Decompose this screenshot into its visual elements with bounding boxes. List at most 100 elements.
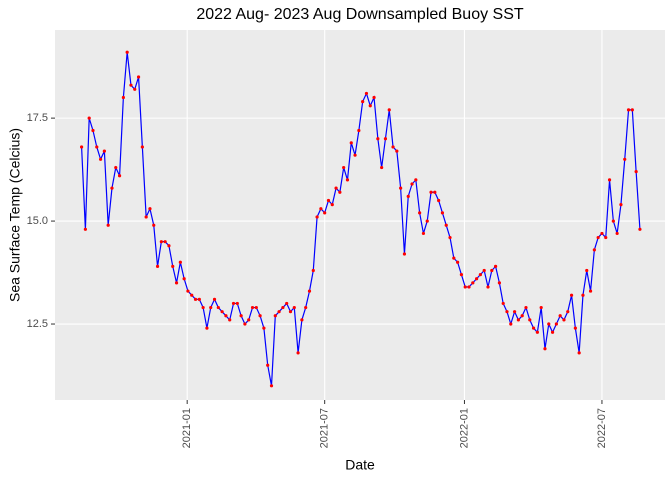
data-point xyxy=(471,281,475,285)
data-point xyxy=(349,141,353,145)
data-point xyxy=(136,75,141,79)
data-point xyxy=(406,194,410,198)
data-point xyxy=(497,281,501,285)
data-point xyxy=(117,174,122,178)
data-point xyxy=(399,186,403,190)
data-point xyxy=(585,268,589,273)
data-point xyxy=(463,285,467,289)
data-point xyxy=(216,305,220,310)
data-point xyxy=(387,108,391,112)
data-point xyxy=(228,318,232,322)
data-point xyxy=(224,314,228,318)
data-point xyxy=(573,326,577,330)
data-point xyxy=(87,116,91,120)
data-point xyxy=(512,310,517,314)
data-point xyxy=(607,178,612,182)
data-point xyxy=(353,153,357,157)
data-point xyxy=(296,351,300,355)
data-point xyxy=(383,137,388,141)
data-point xyxy=(79,145,84,149)
data-point xyxy=(83,227,87,231)
data-point xyxy=(247,318,251,322)
data-point xyxy=(361,100,365,104)
data-point xyxy=(554,322,558,326)
data-point xyxy=(429,190,433,194)
data-point xyxy=(334,186,338,190)
data-point xyxy=(330,203,334,207)
data-point xyxy=(482,268,486,273)
data-point xyxy=(418,211,422,215)
data-point xyxy=(611,219,615,223)
data-point xyxy=(634,170,638,174)
data-point xyxy=(231,301,236,306)
data-point xyxy=(558,314,562,318)
data-point xyxy=(171,264,175,268)
data-point xyxy=(581,293,585,297)
data-point xyxy=(159,240,163,244)
data-point xyxy=(467,285,471,289)
data-point xyxy=(368,104,372,108)
data-point xyxy=(254,305,258,310)
data-point xyxy=(243,322,247,326)
data-point xyxy=(547,322,551,326)
data-point xyxy=(421,231,426,236)
data-point xyxy=(478,273,483,277)
data-point xyxy=(209,305,213,310)
data-point xyxy=(91,128,95,133)
data-point xyxy=(414,178,418,182)
data-point xyxy=(376,137,380,141)
data-point xyxy=(190,293,194,297)
data-point xyxy=(357,128,361,133)
data-point xyxy=(425,219,429,223)
data-point xyxy=(163,240,167,244)
data-point xyxy=(167,244,171,248)
data-point xyxy=(258,314,262,318)
data-point xyxy=(148,207,152,211)
x-axis-title: Date xyxy=(345,457,375,473)
data-point xyxy=(205,326,209,330)
data-point xyxy=(402,252,407,256)
data-point xyxy=(201,305,205,310)
data-point xyxy=(114,165,118,170)
data-point xyxy=(110,186,114,190)
data-point xyxy=(520,314,524,318)
data-point xyxy=(566,310,570,314)
data-point xyxy=(300,318,304,322)
data-point xyxy=(269,384,274,388)
data-point xyxy=(562,318,566,322)
x-tick-label: 2021-07 xyxy=(319,408,331,448)
data-point xyxy=(121,95,125,100)
data-point xyxy=(619,203,623,207)
y-tick-label: 15.0 xyxy=(27,215,48,227)
data-point xyxy=(364,91,369,96)
data-point xyxy=(623,157,627,161)
x-tick-label: 2022-07 xyxy=(596,408,608,448)
data-point xyxy=(456,260,460,264)
data-point xyxy=(129,83,133,87)
data-point xyxy=(505,310,509,314)
data-point xyxy=(459,273,464,277)
data-point xyxy=(197,297,201,301)
data-point xyxy=(307,289,312,293)
data-point xyxy=(338,190,342,194)
data-point xyxy=(501,301,505,306)
data-point xyxy=(193,297,198,301)
data-point xyxy=(281,305,285,310)
data-point xyxy=(444,223,448,227)
data-point xyxy=(509,322,513,326)
data-point xyxy=(212,297,217,301)
data-point xyxy=(490,268,494,273)
data-point xyxy=(433,190,437,194)
data-point xyxy=(604,235,608,240)
data-point xyxy=(437,198,441,203)
data-point xyxy=(323,211,327,215)
y-axis-title: Sea Surface Temp (Celcius) xyxy=(7,128,23,302)
data-point xyxy=(125,50,129,54)
data-point xyxy=(277,310,281,314)
data-point xyxy=(292,305,296,310)
data-point xyxy=(311,268,315,273)
data-point xyxy=(596,235,600,240)
data-point xyxy=(285,301,289,306)
data-point xyxy=(345,178,350,182)
data-point xyxy=(315,215,319,219)
